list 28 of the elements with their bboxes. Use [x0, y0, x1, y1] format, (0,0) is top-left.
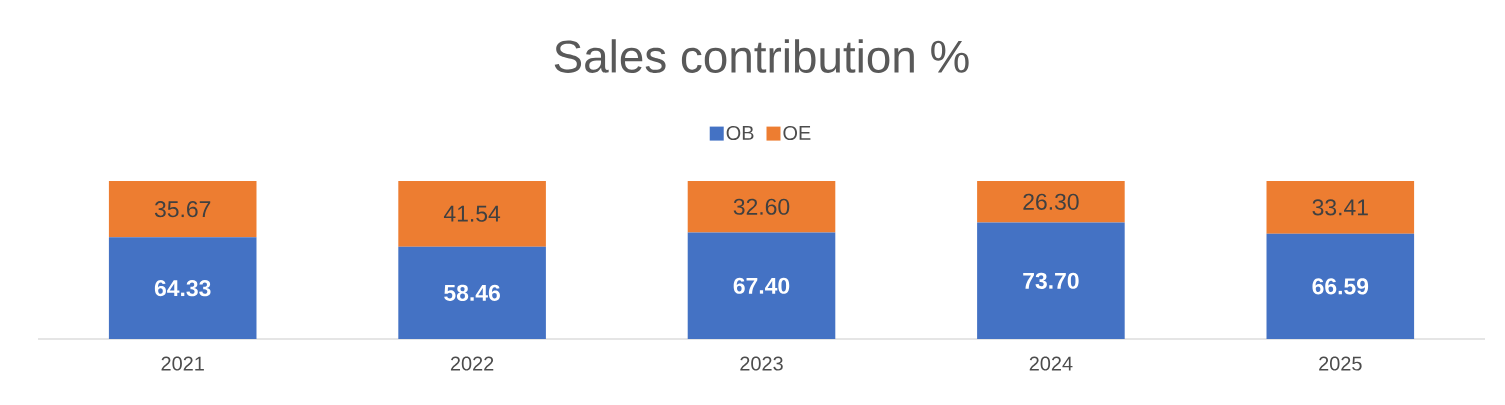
data-label: 64.33: [154, 280, 211, 297]
x-tick-label: 2021: [161, 356, 204, 371]
x-tick-label: 2022: [450, 356, 494, 371]
x-tick-label: 2025: [1319, 356, 1362, 371]
bar: [108, 237, 257, 339]
data-label: 41.54: [443, 205, 501, 222]
bar: [687, 181, 836, 233]
bar: [108, 181, 257, 238]
data-label: 35.67: [154, 201, 211, 218]
data-label: 66.59: [1312, 278, 1369, 295]
legend-label: OB: [726, 125, 754, 140]
bar: [687, 232, 836, 339]
data-label: 67.40: [733, 277, 790, 294]
bar: [398, 181, 546, 247]
x-tick-label: 2023: [740, 356, 783, 371]
data-label: 26.30: [1023, 193, 1079, 210]
data-label: 73.70: [1023, 272, 1079, 289]
bar: [977, 181, 1125, 223]
bar: [977, 222, 1125, 339]
chart-title: Sales contribution %: [554, 39, 969, 73]
bar: [1266, 181, 1415, 234]
data-label: 58.46: [444, 284, 500, 301]
data-label: 32.60: [733, 198, 790, 215]
legend-label: OE: [783, 125, 811, 140]
bar: [398, 246, 546, 339]
bar: [1266, 233, 1415, 339]
data-label: 33.41: [1312, 199, 1368, 216]
x-tick-label: 2024: [1029, 356, 1073, 371]
